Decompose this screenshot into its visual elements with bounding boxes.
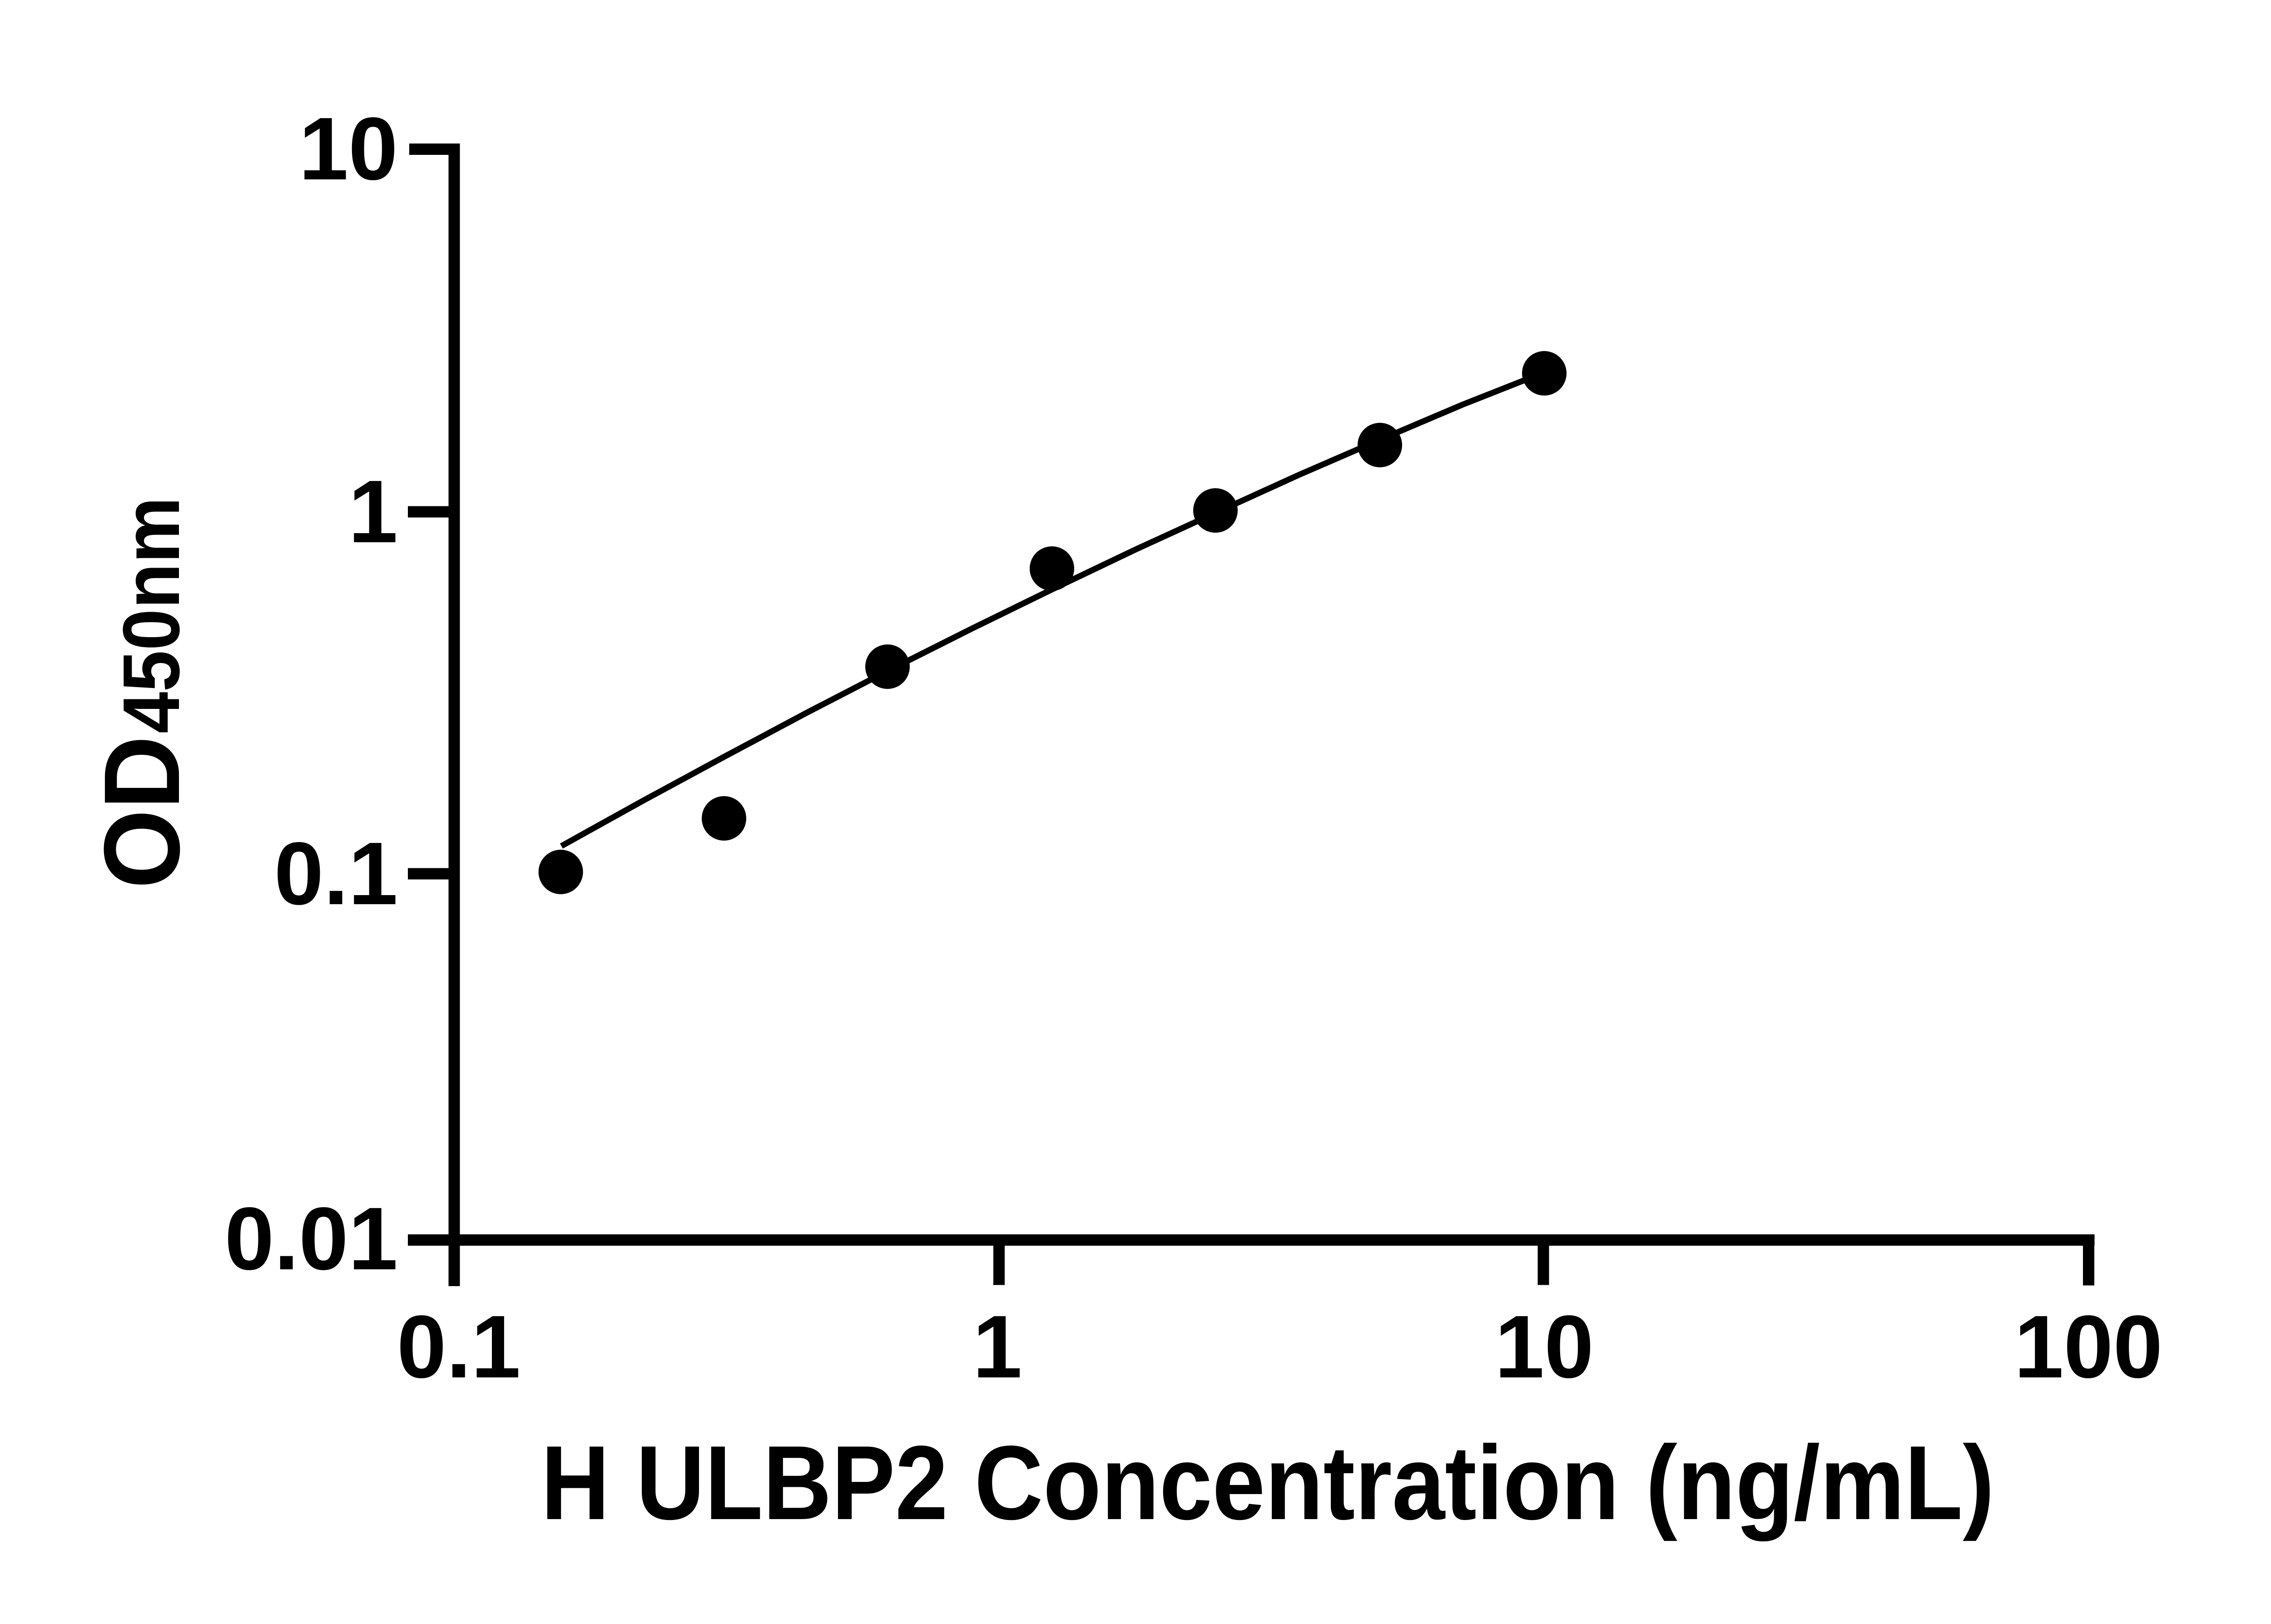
svg-text:100: 100 xyxy=(2014,1297,2162,1396)
svg-text:0.1: 0.1 xyxy=(274,824,398,923)
svg-text:450nm: 450nm xyxy=(106,497,196,733)
svg-text:10: 10 xyxy=(1495,1297,1594,1396)
svg-text:OD: OD xyxy=(82,736,202,889)
svg-text:0.01: 0.01 xyxy=(225,1189,398,1288)
svg-text:10: 10 xyxy=(299,99,398,198)
svg-text:1: 1 xyxy=(348,462,398,561)
svg-text:H ULBP2 Concentration (ng/mL): H ULBP2 Concentration (ng/mL) xyxy=(541,1424,1994,1542)
svg-text:1: 1 xyxy=(972,1297,1022,1396)
svg-text:0.1: 0.1 xyxy=(397,1297,521,1396)
